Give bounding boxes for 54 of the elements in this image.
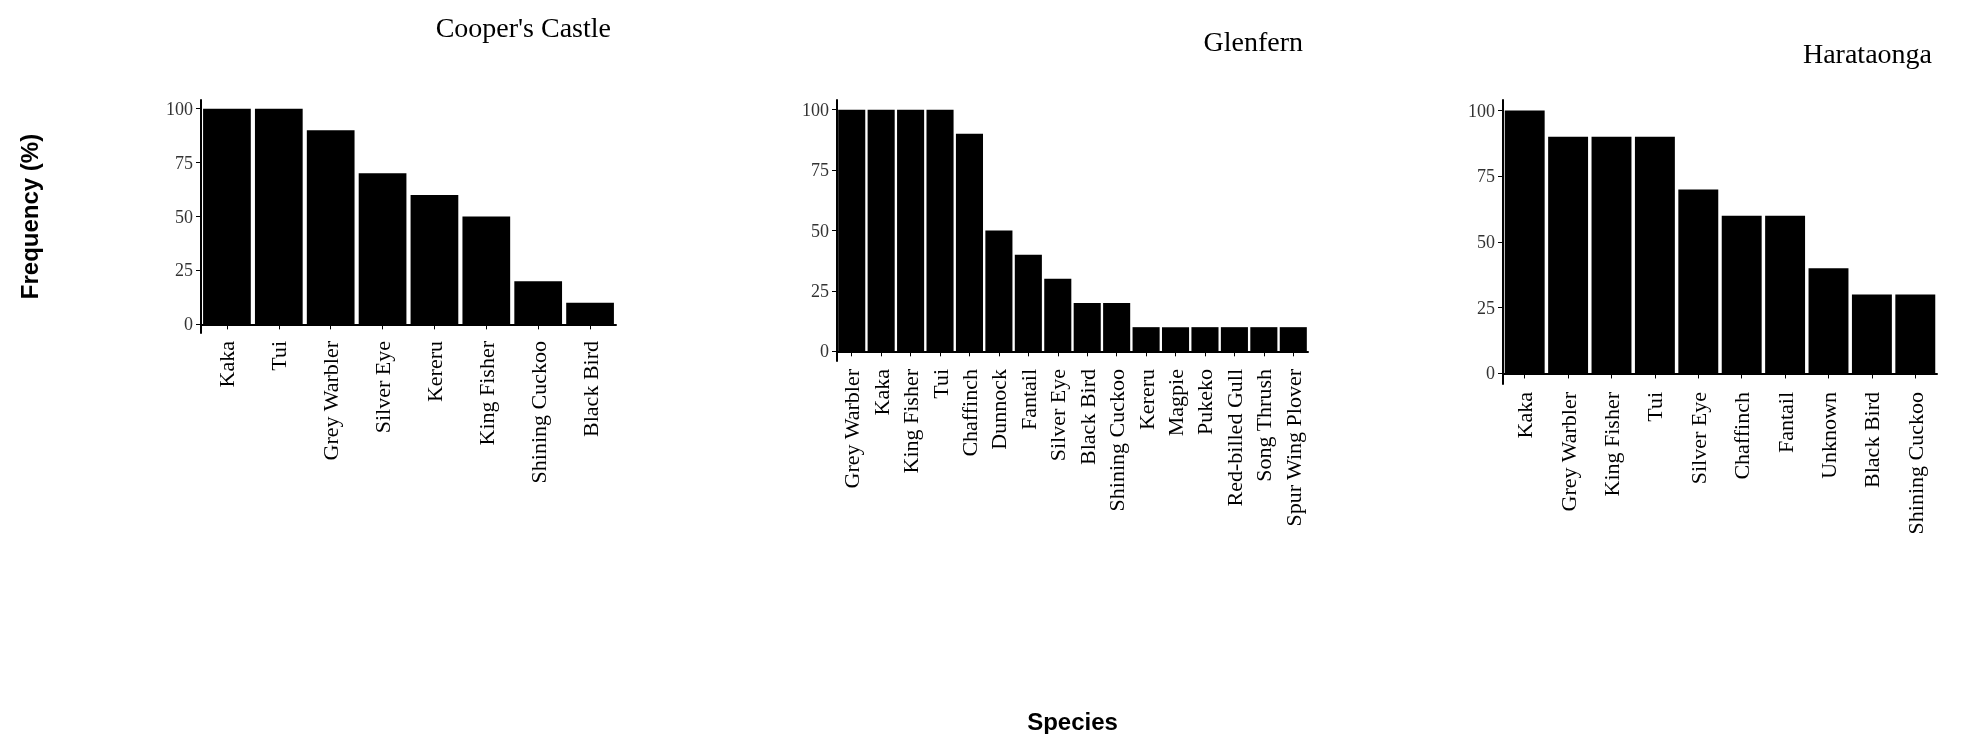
x-tick-label: Grey Warbler — [318, 340, 344, 461]
x-tick-label: Spur Wing Plover — [1280, 368, 1306, 527]
x-tick-label: Shining Cuckoo — [525, 341, 551, 484]
x-tick-label: Kereru — [421, 341, 447, 403]
chart-title: Cooper's Castle — [435, 11, 611, 43]
x-tick-label: Tui — [266, 341, 292, 371]
y-tick-label: 50 — [1477, 232, 1495, 252]
x-tick-label: Shining Cuckoo — [1104, 369, 1130, 512]
x-tick-label: Dunnock — [986, 369, 1012, 450]
x-tick-label: Kaka — [868, 368, 894, 416]
y-tick-label: 50 — [811, 220, 829, 241]
y-tick-label: 0 — [184, 314, 193, 335]
x-tick-label: Magpie — [1163, 369, 1189, 437]
y-axis-title: Frequency (%) — [15, 133, 43, 300]
x-tick-label: Red-billed Gull — [1221, 369, 1247, 507]
x-axis-title: Species — [1027, 707, 1118, 734]
x-tick-label: Black Bird — [577, 341, 603, 437]
y-tick-label: 0 — [1486, 363, 1495, 384]
x-tick-label: Fantail — [1772, 392, 1798, 454]
x-tick-label: Black Bird — [1074, 369, 1100, 465]
x-tick-label: Kaka — [1512, 391, 1538, 439]
x-tick-label: Unknown — [1816, 392, 1841, 479]
x-tick-label: Silver Eye — [1045, 369, 1071, 462]
y-tick-label: 25 — [1477, 297, 1495, 318]
y-tick-label: 25 — [175, 260, 193, 281]
x-tick-label: Song Thrush — [1251, 369, 1277, 482]
y-tick-label: 75 — [175, 152, 193, 173]
x-tick-label: Fantail — [1015, 369, 1041, 431]
x-tick-label: Chaffinch — [1729, 392, 1755, 480]
x-tick-label: Grey Warbler — [839, 368, 865, 489]
y-tick-label: 100 — [1468, 100, 1495, 121]
x-tick-label: Pukeko — [1192, 369, 1218, 435]
y-tick-label: 50 — [175, 206, 193, 227]
x-tick-label: Grey Warbler — [1555, 391, 1581, 512]
x-tick-label: King Fisher — [898, 368, 924, 474]
x-tick-label: King Fisher — [473, 340, 499, 446]
x-tick-label: Shining Cuckoo — [1902, 392, 1928, 535]
y-tick-label: 100 — [166, 98, 193, 119]
y-tick-label: 75 — [1477, 166, 1495, 187]
y-tick-label: 75 — [811, 160, 829, 181]
x-tick-label: Kereru — [1133, 369, 1159, 431]
x-tick-label: Kaka — [214, 340, 240, 388]
chart-title: Glenfern — [1203, 25, 1304, 57]
x-tick-label: Tui — [1642, 392, 1668, 422]
x-tick-label: Black Bird — [1859, 392, 1885, 488]
chart-title: Harataonga — [1802, 37, 1933, 69]
x-tick-label: Tui — [927, 369, 953, 399]
y-tick-label: 0 — [820, 341, 829, 362]
x-tick-label: King Fisher — [1599, 391, 1624, 497]
y-tick-label: 25 — [811, 280, 829, 301]
x-tick-label: Silver Eye — [370, 341, 396, 434]
y-tick-label: 100 — [802, 99, 829, 120]
x-tick-label: Chaffinch — [956, 369, 982, 457]
x-tick-label: Silver Eye — [1685, 392, 1711, 485]
